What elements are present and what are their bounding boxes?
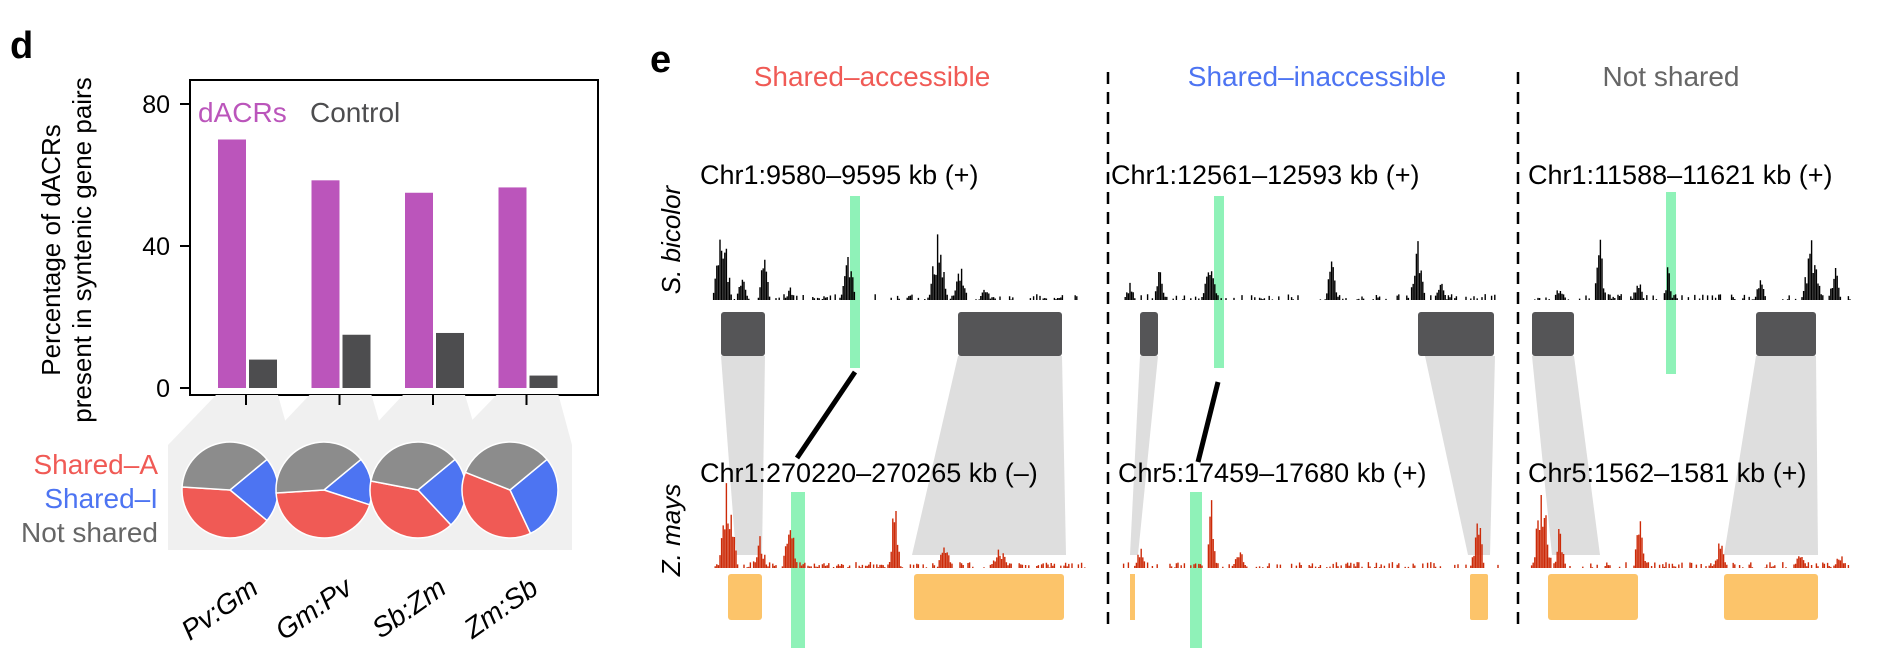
sbicolor-accessibility-tracks: [712, 234, 1851, 300]
gene-model: [1130, 574, 1135, 620]
gene-model: [914, 574, 1064, 620]
accessibility-track: [1534, 239, 1851, 300]
panel-label-d: d: [10, 25, 33, 67]
category-label: Sb:Zm: [366, 572, 451, 645]
accessibility-track: [1122, 500, 1499, 568]
gene-model: [1470, 574, 1488, 620]
zmays-gene-models: [728, 574, 1818, 620]
pie-legend-shared-a: Shared–A: [33, 449, 158, 480]
y-axis: 0 40 80: [142, 91, 190, 403]
pie-slice-shared-a: [369, 480, 452, 539]
synteny-link: [1130, 356, 1158, 555]
synteny-link: [1425, 356, 1495, 555]
acr-highlight: [1190, 492, 1202, 648]
acr-highlight: [1214, 196, 1224, 368]
bar-dacrs: [498, 187, 527, 388]
pie-slice-shared-a: [181, 486, 269, 539]
region-label-sb-3: Chr1:11588–11621 kb (+): [1528, 160, 1832, 190]
y-tick-label: 40: [142, 233, 170, 261]
category-label: Gm:Pv: [270, 570, 360, 646]
acr-highlights: [791, 192, 1676, 648]
column-title-not-shared: Not shared: [1603, 61, 1740, 92]
gene-model: [1418, 312, 1494, 356]
bar-dacrs: [311, 180, 340, 388]
pie-legend-shared-i: Shared–I: [44, 483, 158, 514]
region-label-sb-1: Chr1:9580–9595 kb (+): [700, 160, 978, 190]
acr-highlight: [1666, 192, 1676, 374]
sbicolor-gene-models: [721, 312, 1816, 356]
accessibility-track: [714, 483, 1086, 568]
bars: [218, 139, 558, 405]
accessibility-track: [1124, 241, 1496, 300]
synteny-link: [912, 356, 1066, 555]
pie-slice-not-shared: [275, 441, 363, 494]
synteny-link: [1724, 356, 1818, 555]
acr-highlight: [850, 196, 860, 368]
region-label-sb-2: Chr1:12561–12593 kb (+): [1111, 160, 1419, 190]
category-labels: Pv:Gm Gm:Pv Sb:Zm Zm:Sb: [176, 570, 544, 646]
legend-control: Control: [310, 97, 400, 128]
pie-slice-shared-a: [275, 489, 371, 539]
category-label: Pv:Gm: [176, 572, 264, 646]
column-title-shared-inaccessible: Shared–inaccessible: [1188, 61, 1446, 92]
acr-link-line: [794, 370, 858, 460]
pie-legend-not-shared: Not shared: [21, 517, 158, 548]
bar-control: [436, 332, 464, 388]
species-label-sbicolor: S. bicolor: [656, 184, 686, 294]
acr-link-line: [1195, 381, 1221, 463]
synteny-link: [721, 356, 765, 555]
bar-legend: dACRs Control: [198, 97, 400, 128]
gene-model: [1724, 574, 1818, 620]
synteny-links: [721, 356, 1818, 555]
y-tick-label: 0: [156, 375, 170, 403]
bar-control: [249, 359, 277, 388]
pie-slice-not-shared: [464, 441, 549, 491]
gene-model: [728, 574, 762, 620]
bar-plot-frame: [189, 79, 599, 396]
gene-model: [1140, 312, 1158, 356]
bar-dacrs: [218, 139, 246, 388]
y-tick-label: 80: [142, 91, 170, 119]
bar-dacrs: [405, 192, 433, 388]
synteny-link: [1532, 356, 1600, 555]
y-axis-title-line2: present in syntenic gene pairs: [67, 77, 97, 422]
y-axis-title: Percentage of dACRs present in syntenic …: [36, 77, 97, 422]
legend-dacrs: dACRs: [198, 97, 287, 128]
region-label-zm-2: Chr5:17459–17680 kb (+): [1118, 458, 1426, 488]
gene-model: [1532, 312, 1574, 356]
region-label-zm-1: Chr1:270220–270265 kb (–): [700, 458, 1038, 488]
bar-control: [529, 375, 558, 388]
pie-slice-not-shared: [369, 441, 457, 491]
pie-slice-shared-a: [461, 471, 532, 539]
accessibility-track: [712, 234, 1078, 300]
y-axis-title-line1: Percentage of dACRs: [36, 124, 66, 375]
gene-model: [1548, 574, 1638, 620]
gene-model: [958, 312, 1062, 356]
accessibility-track: [1530, 495, 1850, 568]
acr-highlight: [791, 492, 805, 648]
panel-label-e: e: [650, 39, 671, 81]
zmays-accessibility-tracks: [714, 483, 1850, 568]
species-label-zmays: Z. mays: [656, 484, 686, 577]
pie-slice-not-shared: [181, 441, 269, 491]
region-label-zm-3: Chr5:1562–1581 kb (+): [1528, 458, 1806, 488]
gene-model: [721, 312, 765, 356]
category-label: Zm:Sb: [457, 572, 543, 645]
bar-control: [342, 334, 371, 388]
pies: [181, 441, 559, 539]
gene-model: [1756, 312, 1816, 356]
column-title-shared-accessible: Shared–accessible: [754, 61, 991, 92]
